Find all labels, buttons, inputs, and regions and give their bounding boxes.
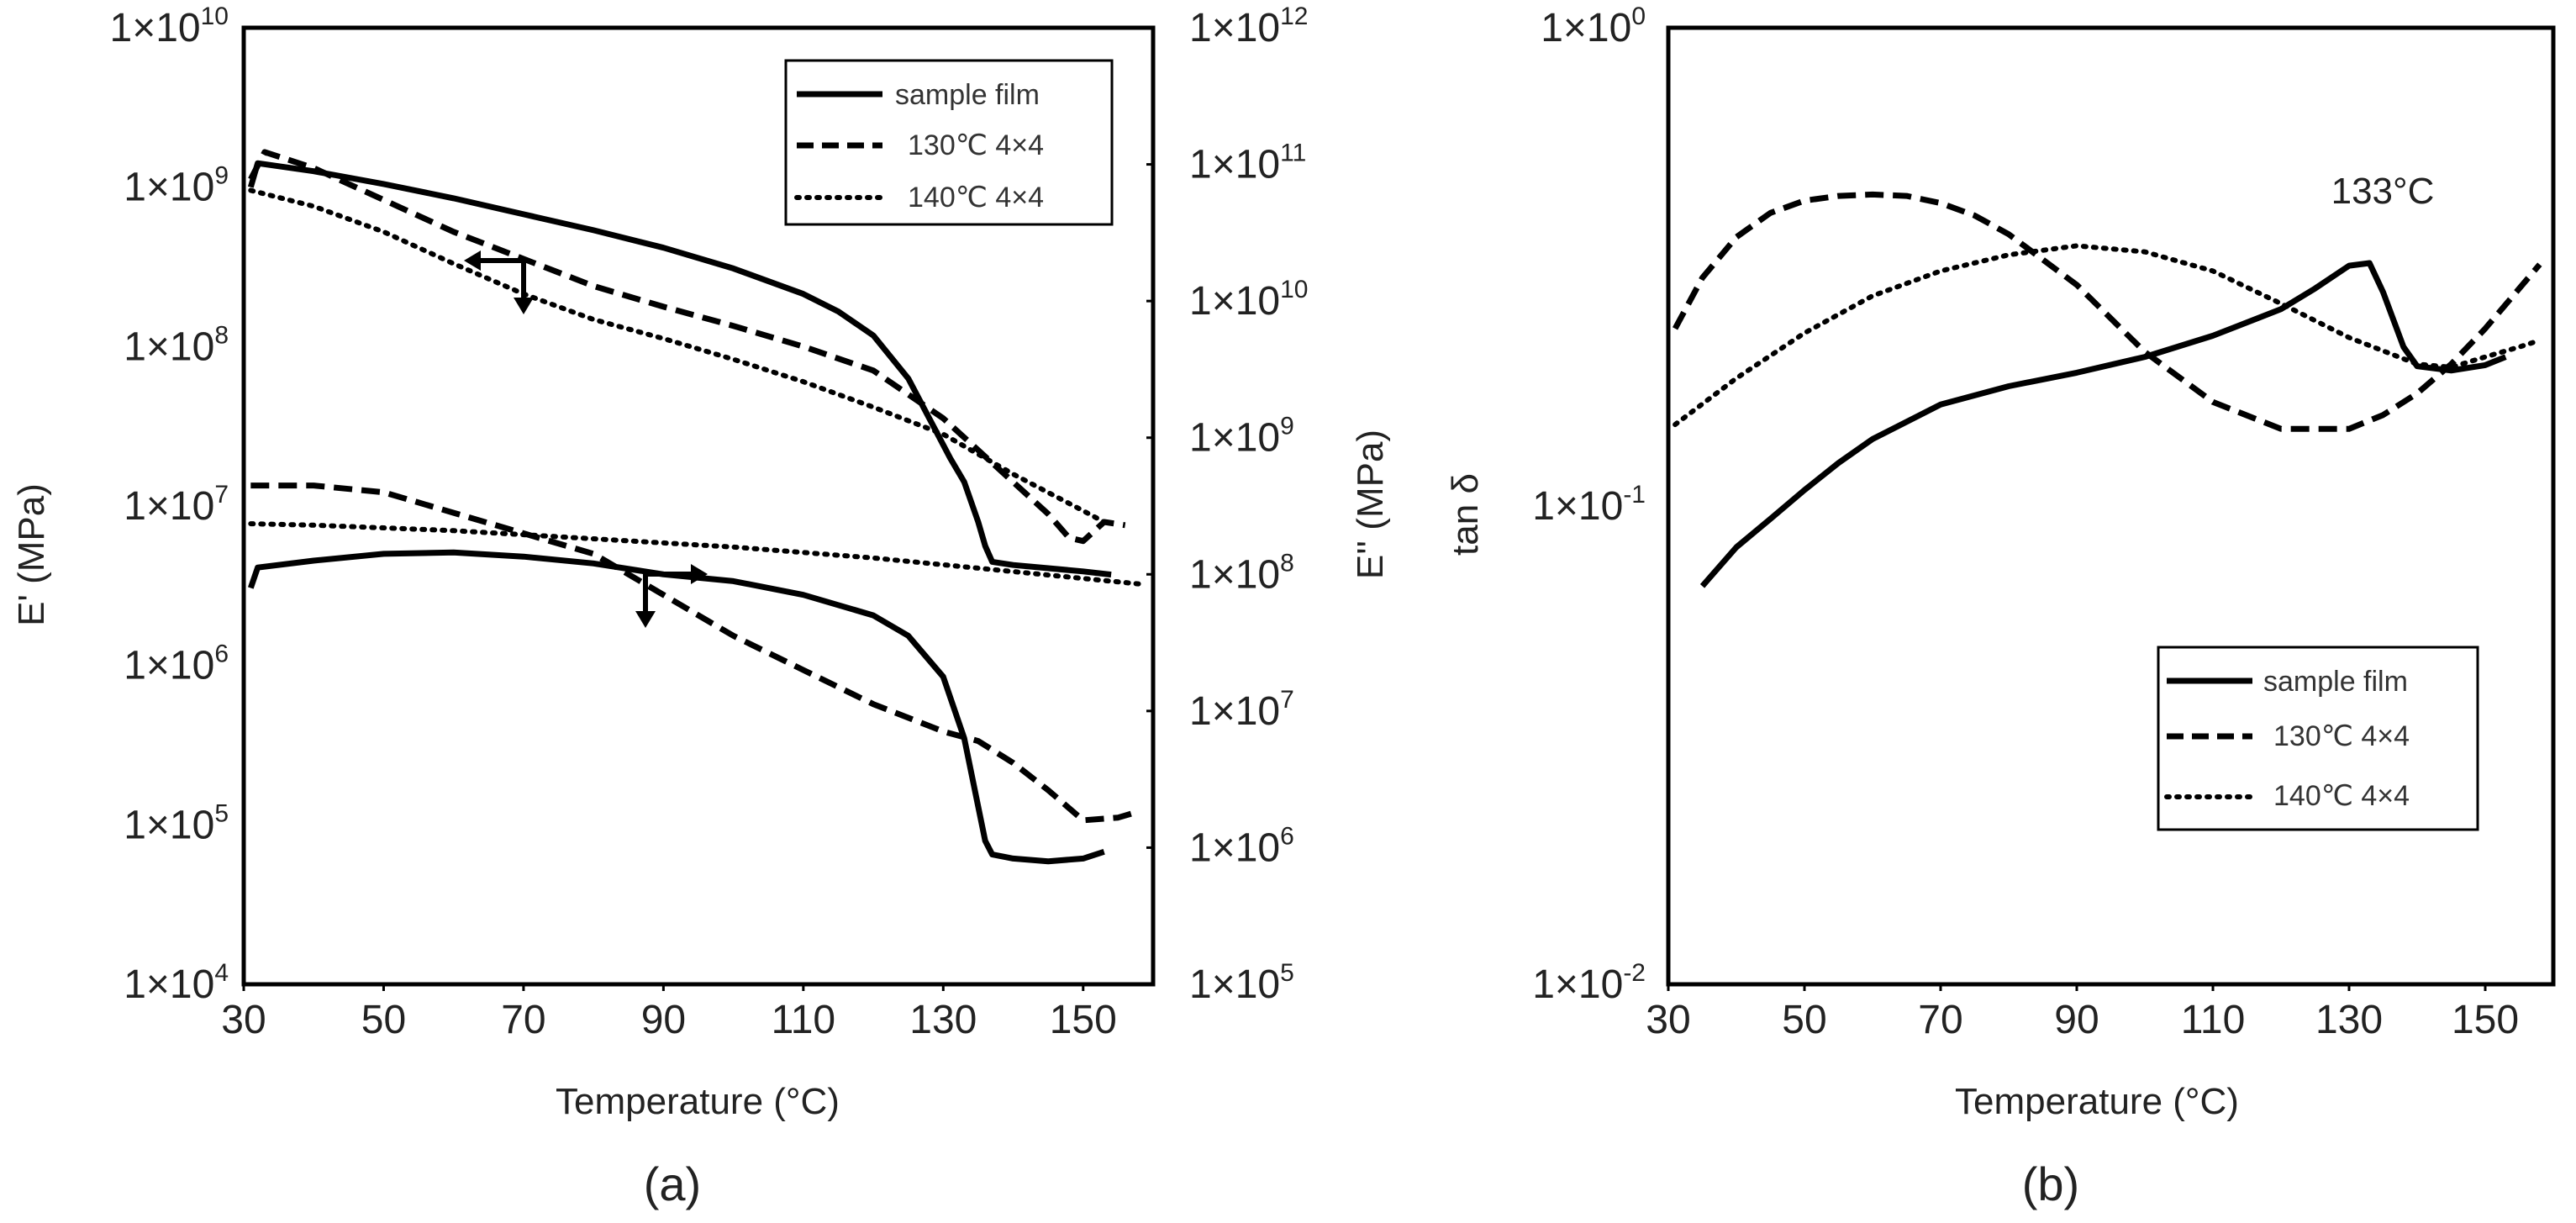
panel-b-y-label: tan δ (1445, 473, 1486, 556)
series-line-a-5 (248, 521, 1142, 587)
y-tick-label: 1×105 (124, 799, 229, 847)
y-tick-label: 1×100 (1541, 3, 1646, 50)
x-tick-label: 150 (2452, 998, 2519, 1042)
panel-a-y-right-label: E'' (MPa) (1350, 430, 1391, 579)
panel-a-legend: sample film 130℃ 4×4 140℃ 4×4 (784, 59, 1114, 226)
x-tick-label: 90 (641, 998, 686, 1042)
y-tick-label: 1×1010 (110, 3, 229, 50)
legend-item: 140℃ 4×4 (908, 182, 1044, 213)
x-tick-label: 110 (2181, 998, 2246, 1042)
panel-b-y-ticks: 1×100 1×10-1 1×10-2 (1532, 3, 1646, 1007)
series-line-b-0 (1699, 260, 2507, 588)
y-tick-label: 1×104 (124, 959, 229, 1007)
y-tick-label: 1×108 (124, 321, 229, 369)
x-tick-label: 150 (1050, 998, 1117, 1042)
panel-b-x-ticks: 30 50 70 90 110 130 150 (1646, 984, 2519, 1042)
x-tick-label: 50 (361, 998, 406, 1042)
y-tick-label: 1×106 (124, 640, 229, 688)
x-tick-label: 70 (1918, 998, 1962, 1042)
x-tick-label: 130 (909, 998, 977, 1042)
legend-item: 130℃ 4×4 (2273, 720, 2410, 752)
x-tick-label: 30 (1646, 998, 1690, 1042)
panel-a-series (247, 149, 1142, 865)
y-tick-label: 1×107 (124, 481, 229, 529)
legend-item: 140℃ 4×4 (2273, 780, 2410, 812)
legend-item: sample film (2263, 666, 2408, 698)
series-line-a-2 (248, 187, 1107, 525)
e-double-prime-axis-arrow-icon (635, 564, 708, 628)
panel-a-y-left-label: E' (MPa) (11, 483, 52, 626)
panel-a-y-ticks-left: 1×1010 1×109 1×108 1×107 1×106 1×105 1×104 (110, 3, 229, 1007)
panel-b-frame (1666, 25, 2556, 987)
x-tick-label: 70 (501, 998, 545, 1042)
y-tick-label: 1×10-2 (1532, 959, 1646, 1007)
panel-b-label: (b) (2022, 1157, 2079, 1210)
series-line-b-1 (1673, 191, 2542, 432)
y-tick-label: 1×1011 (1189, 140, 1306, 187)
series-line-a-0 (247, 160, 1112, 578)
y-tick-label: 1×108 (1189, 549, 1294, 597)
e-prime-axis-arrow-icon (464, 250, 534, 314)
y-tick-label: 1×10-1 (1532, 481, 1646, 529)
y-tick-label: 1×106 (1189, 822, 1294, 870)
legend-item: 130℃ 4×4 (908, 129, 1044, 161)
panel-a-label: (a) (644, 1157, 701, 1210)
x-tick-label: 30 (221, 998, 266, 1042)
x-tick-label: 110 (772, 998, 836, 1042)
x-tick-label: 90 (2054, 998, 2099, 1042)
panel-a-x-ticks: 30 50 70 90 110 130 150 (221, 984, 1117, 1042)
legend-item: sample film (895, 79, 1040, 111)
y-tick-label: 1×105 (1189, 959, 1294, 1007)
panel-a-frame (241, 25, 1156, 987)
x-tick-label: 130 (2315, 998, 2383, 1042)
panel-a-y-ticks-right: 1×1012 1×1011 1×1010 1×109 1×108 1×107 1×106 1×… (1146, 3, 1309, 1007)
series-line-a-4 (250, 482, 1133, 824)
panel-a: 30 50 70 90 110 130 150 1×10101×1091×1081×1071… (11, 3, 1391, 1210)
panel-b-x-axis-label: Temperature (°C) (1955, 1081, 2239, 1122)
x-tick-label: 50 (1782, 998, 1826, 1042)
panel-b-legend: sample film 130℃ 4×4 140℃ 4×4 (2157, 646, 2479, 831)
y-tick-label: 1×107 (1189, 686, 1294, 734)
peak-annotation: 133°C (2331, 171, 2435, 212)
y-tick-label: 1×1012 (1189, 3, 1309, 50)
y-tick-label: 1×109 (124, 162, 229, 210)
y-tick-label: 1×1010 (1189, 276, 1309, 324)
panel-b: 30 50 70 90 110 130 150 1×100 1×10-1 1×10-2 Temp… (1445, 3, 2556, 1210)
series-line-a-3 (247, 549, 1105, 865)
panel-a-x-axis-label: Temperature (°C) (556, 1081, 840, 1122)
y-tick-label: 1×109 (1189, 413, 1294, 461)
panel-b-series (1673, 191, 2542, 588)
